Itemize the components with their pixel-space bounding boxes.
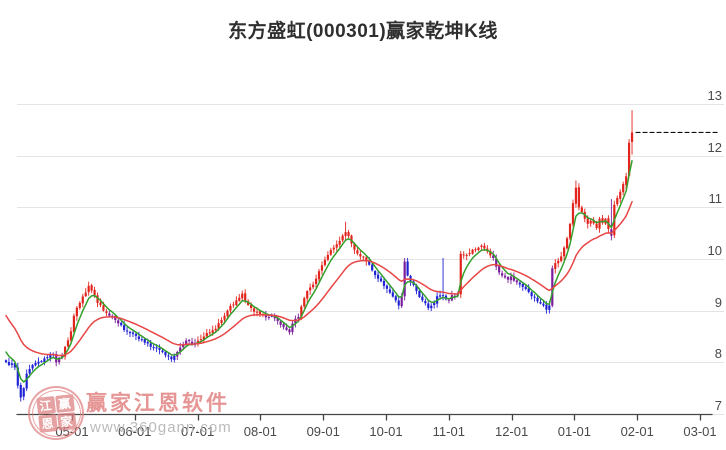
x-axis-label: 09-01 [306, 424, 340, 439]
y-axis-label: 13 [707, 87, 722, 103]
watermark-url-text: www.360gann.com [90, 419, 232, 436]
x-axis-label: 01-01 [557, 424, 592, 439]
x-axis-label: 12-01 [494, 424, 529, 439]
x-axis-label: 10-01 [369, 424, 403, 439]
y-axis-label: 8 [714, 346, 722, 362]
y-axis-label: 9 [714, 294, 722, 310]
stamp-character: 家 [56, 411, 77, 431]
stamp-character-grid: 江赢恩家 [35, 393, 77, 433]
stamp-character: 赢 [54, 393, 75, 413]
stamp-character: 恩 [37, 413, 58, 433]
stamp-character: 江 [35, 395, 56, 415]
watermark-brand-text: 赢家江恩软件 [86, 392, 230, 415]
x-axis-label: 03-01 [683, 424, 717, 439]
y-axis-label: 7 [714, 398, 722, 413]
y-axis-label: 12 [707, 139, 722, 155]
y-axis-label: 11 [708, 191, 723, 207]
x-axis-label: 11-01 [432, 424, 465, 439]
x-axis-label: 02-01 [620, 424, 654, 439]
chart-title: 东方盛虹(000301)赢家乾坤K线 [228, 21, 498, 42]
y-axis-label: 10 [707, 242, 722, 258]
x-axis-label: 06-01 [118, 424, 152, 439]
x-axis-label: 08-01 [243, 424, 278, 439]
watermark-stamp: 江赢恩家 [25, 383, 87, 443]
x-axis-label: 07-01 [180, 424, 215, 439]
